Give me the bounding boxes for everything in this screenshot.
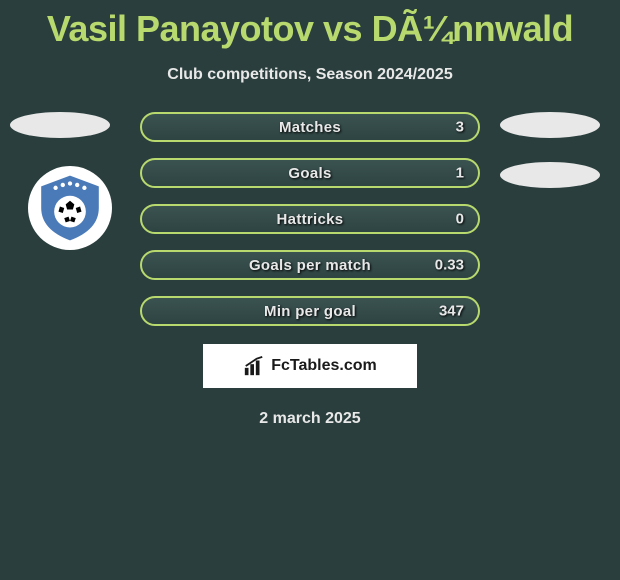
date-line: 2 march 2025 — [0, 410, 620, 428]
stats-area: Matches 3 Goals 1 Hattricks 0 Goals per … — [0, 112, 620, 326]
placeholder-ellipse-right-1 — [500, 112, 600, 138]
stat-label: Matches — [279, 119, 341, 136]
placeholder-ellipse-left — [10, 112, 110, 138]
stat-bar-hattricks: Hattricks 0 — [140, 204, 480, 234]
stat-label: Goals per match — [249, 257, 371, 274]
stat-bar-mpg: Min per goal 347 — [140, 296, 480, 326]
stat-label: Goals — [288, 165, 331, 182]
chart-icon — [243, 355, 265, 377]
stat-bar-matches: Matches 3 — [140, 112, 480, 142]
stat-value: 0.33 — [435, 257, 464, 274]
shield-icon — [34, 172, 106, 244]
stat-bar-gpm: Goals per match 0.33 — [140, 250, 480, 280]
brand-text: FcTables.com — [271, 357, 377, 375]
subtitle: Club competitions, Season 2024/2025 — [0, 66, 620, 84]
placeholder-ellipse-right-2 — [500, 162, 600, 188]
stat-value: 1 — [456, 165, 464, 182]
page-title: Vasil Panayotov vs DÃ¼nnwald — [0, 0, 620, 50]
stat-label: Min per goal — [264, 303, 356, 320]
stat-value: 3 — [456, 119, 464, 136]
stat-value: 347 — [439, 303, 464, 320]
stat-label: Hattricks — [277, 211, 344, 228]
stat-value: 0 — [456, 211, 464, 228]
stat-bar-goals: Goals 1 — [140, 158, 480, 188]
brand-box: FcTables.com — [203, 344, 417, 388]
club-badge — [28, 166, 112, 250]
stat-bars: Matches 3 Goals 1 Hattricks 0 Goals per … — [140, 112, 480, 326]
